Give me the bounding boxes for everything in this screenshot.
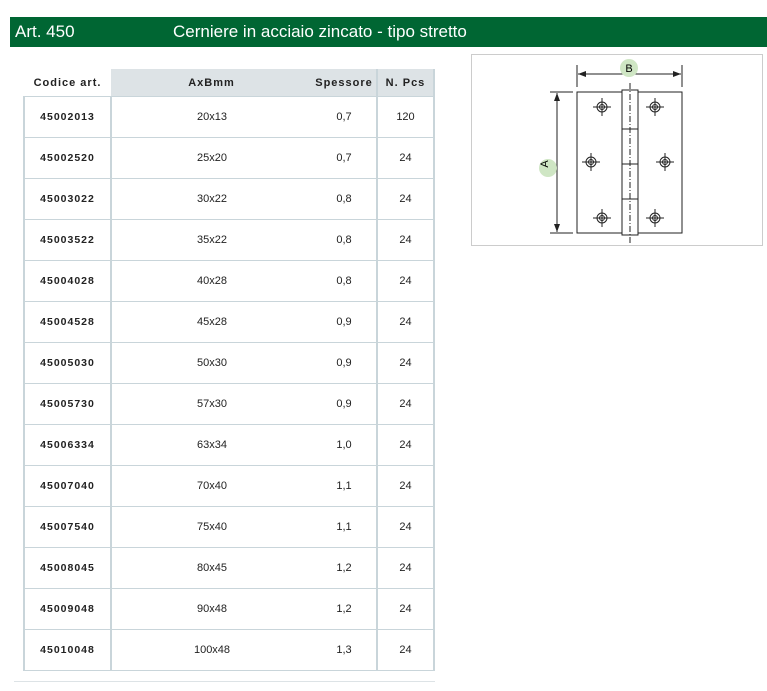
table-row: 45002520 25x20 0,7 24 [23,137,435,179]
cell-pcs: 24 [376,342,435,384]
cell-code: 45002520 [23,137,112,179]
cell-size: 25x20 [111,137,312,179]
cell-size: 35x22 [111,219,312,261]
cell-thickness: 1,2 [312,547,377,589]
cell-thickness: 1,1 [312,506,377,548]
cell-pcs: 24 [376,506,435,548]
cell-pcs: 120 [376,96,435,138]
cell-thickness: 0,9 [312,383,377,425]
article-title: Cerniere in acciaio zincato - tipo stret… [173,22,467,41]
cell-pcs: 24 [376,547,435,589]
table-row: 45007040 70x40 1,1 24 [23,465,435,507]
col-thickness: Spessore [312,69,377,97]
cell-thickness: 0,8 [312,260,377,302]
screw-hole-icon [582,153,600,171]
cell-size: 100x48 [111,629,312,671]
col-size: AxBmm [111,69,312,97]
table-row: 45007540 75x40 1,1 24 [23,506,435,548]
table-row: 45005030 50x30 0,9 24 [23,342,435,384]
cell-size: 40x28 [111,260,312,302]
label-a: A [539,160,551,168]
cell-code: 45006334 [23,424,112,466]
article-header: Art. 450 Cerniere in acciaio zincato - t… [10,17,767,47]
cell-thickness: 0,9 [312,301,377,343]
cell-code: 45002013 [23,96,112,138]
cell-code: 45003522 [23,219,112,261]
cell-pcs: 24 [376,178,435,220]
table-row: 45004528 45x28 0,9 24 [23,301,435,343]
cell-pcs: 24 [376,588,435,630]
cell-pcs: 24 [376,137,435,179]
cell-thickness: 1,1 [312,465,377,507]
table-row: 45008045 80x45 1,2 24 [23,547,435,589]
cell-thickness: 0,9 [312,342,377,384]
table-row: 45002013 20x13 0,7 120 [23,96,435,138]
hinge-drawing: B A [471,54,763,246]
table-row: 45005730 57x30 0,9 24 [23,383,435,425]
table-row: 45003022 30x22 0,8 24 [23,178,435,220]
cell-thickness: 0,7 [312,96,377,138]
screw-hole-icon [593,209,611,227]
table-row: 45009048 90x48 1,2 24 [23,588,435,630]
screw-hole-icon [646,98,664,116]
cell-pcs: 24 [376,219,435,261]
cell-code: 45004028 [23,260,112,302]
cell-pcs: 24 [376,383,435,425]
hinge-diagram: B A [539,59,683,245]
cell-thickness: 0,8 [312,219,377,261]
cell-size: 50x30 [111,342,312,384]
table-row: 45006334 63x34 1,0 24 [23,424,435,466]
cell-size: 70x40 [111,465,312,507]
cell-code: 45005730 [23,383,112,425]
label-b: B [625,63,632,75]
badge-b [620,59,638,77]
cell-pcs: 24 [376,260,435,302]
cell-size: 45x28 [111,301,312,343]
cell-size: 80x45 [111,547,312,589]
cell-pcs: 24 [376,465,435,507]
cell-size: 90x48 [111,588,312,630]
cell-code: 45010048 [23,629,112,671]
article-number: Art. 450 [15,22,75,41]
table-row: 45010048 100x48 1,3 24 [23,629,435,671]
divider [14,681,435,682]
table-row: 45003522 35x22 0,8 24 [23,219,435,261]
cell-thickness: 1,3 [312,629,377,671]
table-header: Codice art. AxBmm Spessore N. Pcs [24,69,435,97]
screw-hole-icon [593,98,611,116]
cell-pcs: 24 [376,424,435,466]
screw-hole-icon [656,153,674,171]
cell-code: 45008045 [23,547,112,589]
cell-size: 20x13 [111,96,312,138]
cell-thickness: 0,8 [312,178,377,220]
cell-code: 45005030 [23,342,112,384]
product-table: Codice art. AxBmm Spessore N. Pcs 450020… [23,69,435,671]
cell-size: 63x34 [111,424,312,466]
table-row: 45004028 40x28 0,8 24 [23,260,435,302]
cell-code: 45004528 [23,301,112,343]
cell-size: 30x22 [111,178,312,220]
cell-thickness: 0,7 [312,137,377,179]
cell-thickness: 1,2 [312,588,377,630]
screw-hole-icon [646,209,664,227]
cell-code: 45009048 [23,588,112,630]
cell-size: 75x40 [111,506,312,548]
cell-size: 57x30 [111,383,312,425]
cell-thickness: 1,0 [312,424,377,466]
col-pcs: N. Pcs [376,69,435,97]
cell-pcs: 24 [376,301,435,343]
cell-code: 45003022 [23,178,112,220]
col-code: Codice art. [33,76,102,89]
cell-code: 45007040 [23,465,112,507]
cell-code: 45007540 [23,506,112,548]
cell-pcs: 24 [376,629,435,671]
badge-a [539,159,557,177]
